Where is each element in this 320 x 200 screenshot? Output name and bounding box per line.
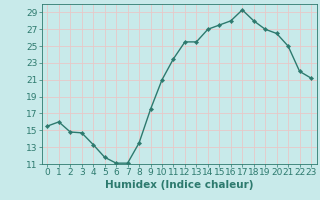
X-axis label: Humidex (Indice chaleur): Humidex (Indice chaleur) (105, 180, 253, 190)
